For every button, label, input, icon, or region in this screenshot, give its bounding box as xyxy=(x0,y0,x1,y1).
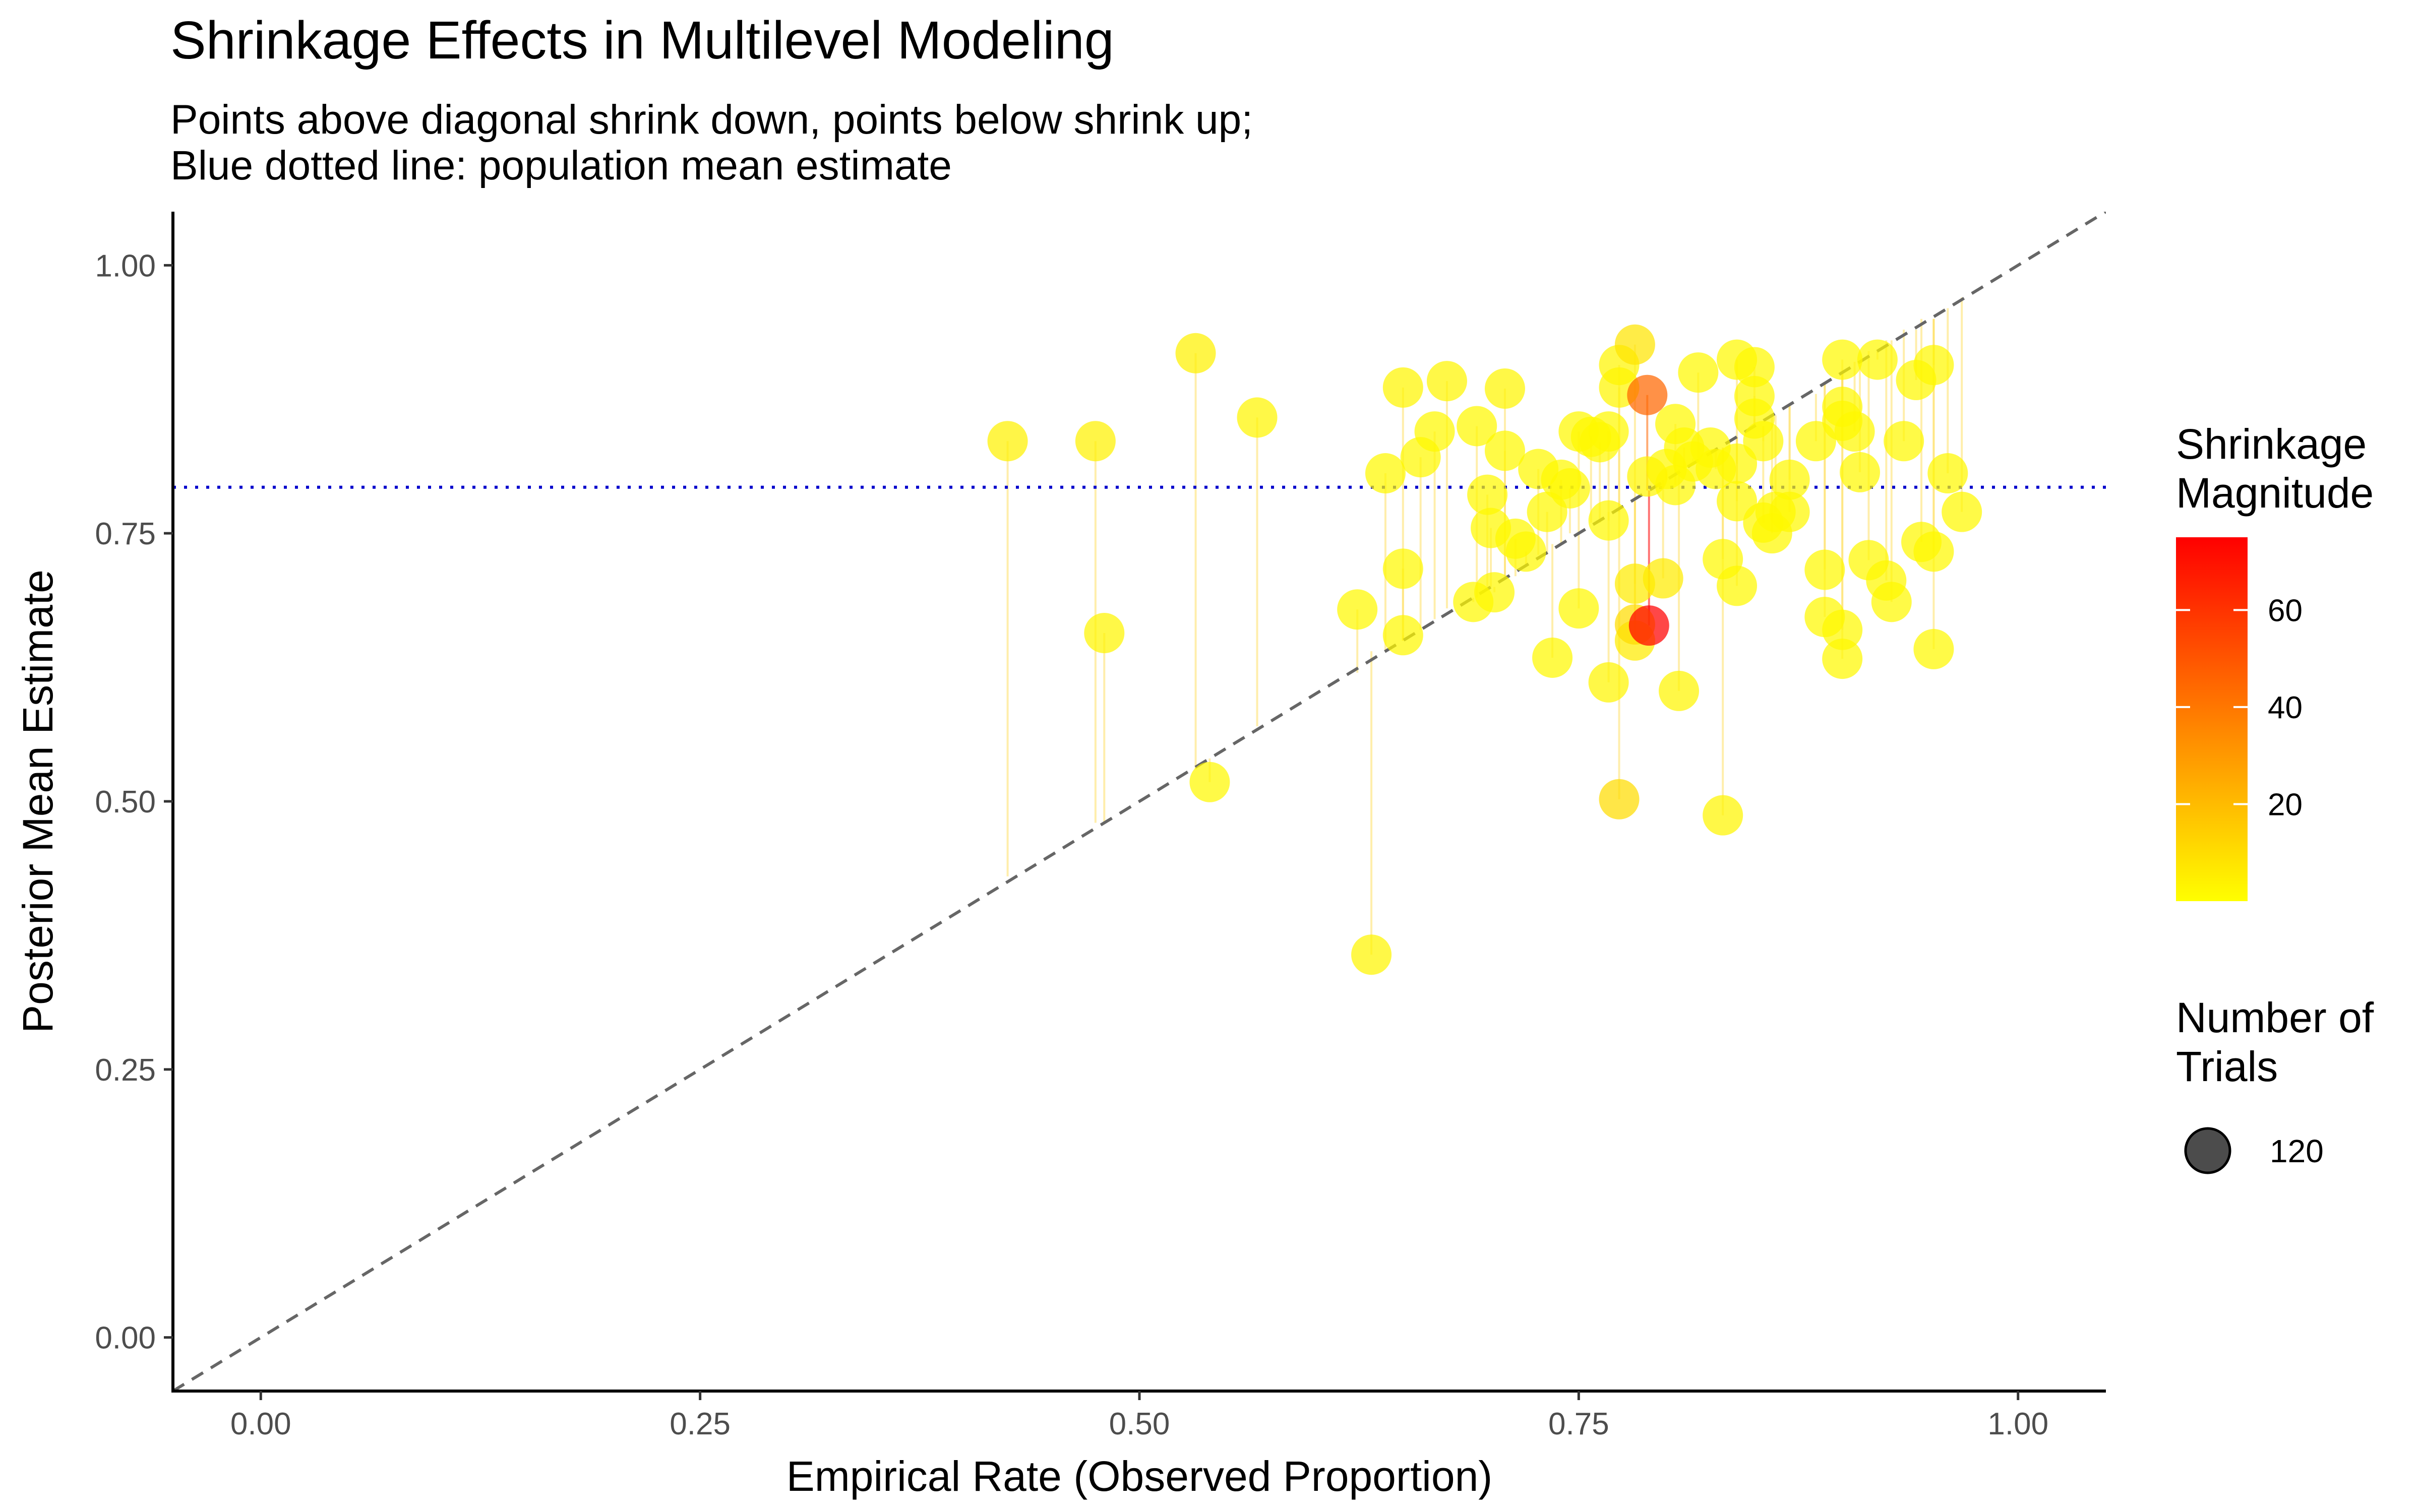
chart-subtitle-line-1: Points above diagonal shrink down, point… xyxy=(170,97,1253,143)
size-legend-key xyxy=(2184,1127,2231,1174)
size-legend-label: 120 xyxy=(2270,1133,2324,1169)
data-point xyxy=(1913,628,1954,669)
data-point xyxy=(1659,670,1700,711)
colorbar-ticks: 20 40 60 xyxy=(2176,593,2303,822)
data-point xyxy=(1549,468,1590,509)
data-point xyxy=(1840,452,1881,492)
x-axis-ticks: 0.00 0.25 0.50 0.75 1.00 xyxy=(230,1391,2048,1441)
data-point xyxy=(1627,374,1668,415)
data-point xyxy=(1237,397,1278,438)
y-tick-label: 0.00 xyxy=(95,1321,156,1356)
y-tick-label: 0.75 xyxy=(95,517,156,551)
data-point xyxy=(1588,500,1629,541)
x-tick-label: 0.00 xyxy=(230,1407,291,1441)
data-point xyxy=(1822,609,1863,650)
data-point xyxy=(1857,339,1898,380)
data-point xyxy=(1457,406,1497,447)
colorbar xyxy=(2176,537,2248,901)
data-point xyxy=(1743,421,1784,462)
data-point xyxy=(1382,367,1423,408)
size-legend-title-line-1: Number of xyxy=(2176,994,2374,1041)
y-tick-label: 0.50 xyxy=(95,785,156,820)
data-point xyxy=(1189,762,1230,802)
data-point xyxy=(1822,639,1863,679)
data-point xyxy=(1804,549,1845,590)
data-point xyxy=(1599,779,1640,820)
y-tick-label: 0.25 xyxy=(95,1053,156,1088)
plot-area xyxy=(173,212,2106,1391)
data-point xyxy=(1913,345,1954,386)
data-point xyxy=(1484,430,1525,471)
chart-title: Shrinkage Effects in Multilevel Modeling xyxy=(170,11,1114,70)
data-point xyxy=(1588,411,1629,452)
data-point xyxy=(1942,491,1982,532)
x-tick-label: 0.50 xyxy=(1109,1407,1170,1441)
data-point xyxy=(1414,411,1455,452)
data-point xyxy=(1382,548,1423,589)
x-tick-label: 1.00 xyxy=(1987,1407,2048,1441)
data-point xyxy=(1822,339,1863,380)
data-point xyxy=(1474,572,1515,613)
data-point xyxy=(1426,361,1467,402)
data-point xyxy=(1614,324,1655,365)
x-tick-label: 0.25 xyxy=(670,1407,731,1441)
data-point xyxy=(1717,443,1758,484)
data-point xyxy=(1337,589,1378,630)
x-tick-label: 0.75 xyxy=(1548,1407,1609,1441)
data-point xyxy=(1769,491,1810,532)
colorbar-tick-label: 40 xyxy=(2268,690,2303,725)
y-axis-ticks: 0.00 0.25 0.50 0.75 1.00 xyxy=(95,248,173,1356)
y-axis-title: Posterior Mean Estimate xyxy=(14,570,62,1033)
data-point xyxy=(1913,531,1954,572)
data-point xyxy=(1643,558,1683,599)
data-point xyxy=(1627,456,1668,497)
data-point xyxy=(1734,347,1775,388)
data-point xyxy=(1927,453,1968,494)
y-tick-label: 1.00 xyxy=(95,248,156,283)
data-point xyxy=(1558,588,1599,629)
data-point xyxy=(1884,421,1924,462)
colorbar-tick-label: 60 xyxy=(2268,593,2303,628)
data-point xyxy=(1628,605,1669,646)
data-point xyxy=(1075,421,1116,462)
data-point xyxy=(1871,582,1912,622)
identity-diagonal-line xyxy=(173,212,2106,1391)
data-point xyxy=(1717,565,1758,606)
data-point xyxy=(1505,531,1546,572)
data-point xyxy=(1678,352,1719,393)
data-point xyxy=(1769,459,1810,500)
data-points xyxy=(987,324,1982,975)
x-axis-title: Empirical Rate (Observed Proportion) xyxy=(786,1453,1493,1500)
data-point xyxy=(1365,453,1406,494)
color-legend-title-line-2: Magnitude xyxy=(2176,469,2374,517)
color-legend-title-line-1: Shrinkage xyxy=(2176,420,2367,468)
data-point xyxy=(1175,333,1216,373)
data-point xyxy=(1834,411,1875,452)
size-legend-title-line-2: Trials xyxy=(2176,1043,2278,1090)
data-point xyxy=(1588,662,1629,703)
size-legend: Number of Trials 120 xyxy=(2176,994,2374,1174)
data-point xyxy=(1084,613,1125,654)
data-point xyxy=(1467,474,1508,515)
data-point xyxy=(1351,934,1392,975)
chart-subtitle-line-2: Blue dotted line: population mean estima… xyxy=(170,143,952,188)
colorbar-tick-label: 20 xyxy=(2268,787,2303,822)
data-point xyxy=(987,421,1028,462)
data-point xyxy=(1532,637,1573,678)
color-legend: Shrinkage Magnitude 20 40 60 xyxy=(2176,420,2374,901)
data-point xyxy=(1703,795,1743,836)
data-point xyxy=(1382,615,1423,656)
data-point xyxy=(1484,368,1525,409)
